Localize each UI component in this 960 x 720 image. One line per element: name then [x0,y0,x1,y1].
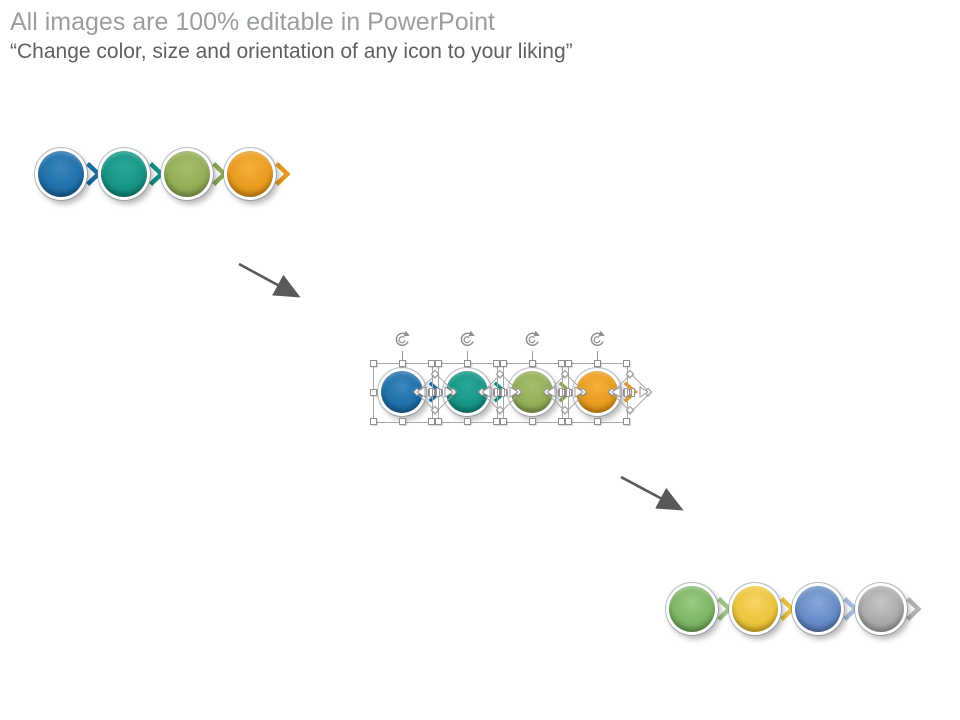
selection-handle[interactable] [398,417,406,425]
process-step-blue [35,148,102,208]
selection-handle[interactable] [434,417,442,425]
resize-arrow-handle[interactable] [610,386,621,398]
selection-handle[interactable] [622,359,630,367]
chevron-right-icon[interactable] [715,595,733,623]
selection-handle[interactable] [493,387,498,397]
circle-ring [792,583,844,635]
selection-handle[interactable] [499,359,507,367]
selection-handle[interactable] [427,417,435,425]
process-chain-original [35,148,335,208]
selection-handle[interactable] [593,417,601,425]
circle-olive-green[interactable] [164,151,210,197]
selection-handle[interactable] [428,387,433,397]
circle-ring [855,583,907,635]
selection-handle[interactable] [492,359,500,367]
selection-handle[interactable] [565,387,570,397]
selection-handle[interactable] [623,387,628,397]
selection-handle[interactable] [557,417,565,425]
resize-arrow-handle[interactable] [574,386,584,398]
resize-arrow-handle[interactable] [444,386,454,398]
selection-handle[interactable] [492,417,500,425]
selection-handle[interactable] [593,359,601,367]
rotate-handle-icon[interactable] [393,330,411,350]
circle-yellow[interactable] [732,586,778,632]
circle-ring [161,148,213,200]
resize-arrow-handle[interactable] [639,386,649,398]
resize-arrow-handle[interactable] [415,386,426,398]
selection-handle[interactable] [369,359,377,367]
chevron-right-icon[interactable] [84,160,102,188]
resize-arrow-handle[interactable] [509,386,519,398]
circle-ring [666,583,718,635]
selection-handle[interactable] [500,387,505,397]
process-step-blue [369,330,457,425]
circle-blue[interactable] [795,586,841,632]
rotate-handle-stem [401,351,403,363]
rotate-handle-icon[interactable] [588,330,606,350]
circle-gray[interactable] [858,586,904,632]
rotate-handle-icon[interactable] [523,330,541,350]
rotate-handle-stem [531,351,533,363]
process-step-green [666,583,733,643]
chevron-right-icon[interactable] [841,595,859,623]
process-step-olive-green [161,148,228,208]
selection-handle[interactable] [463,359,471,367]
selection-handle[interactable] [398,359,406,367]
circle-ring [224,148,276,200]
circle-ring [35,148,87,200]
circle-green[interactable] [669,586,715,632]
circle-orange[interactable] [227,151,273,197]
chevron-right-icon[interactable] [273,160,291,188]
selection-handle[interactable] [564,417,572,425]
selection-handle[interactable] [427,359,435,367]
chevron-right-icon[interactable] [147,160,165,188]
circle-ring [98,148,150,200]
selection-handle[interactable] [622,417,630,425]
selection-handle[interactable] [435,387,440,397]
chevron-right-icon[interactable] [904,595,922,623]
selection-handle[interactable] [528,359,536,367]
resize-arrow-handle[interactable] [480,386,491,398]
circle-blue[interactable] [38,151,84,197]
selection-handle[interactable] [557,359,565,367]
chevron-right-icon[interactable] [778,595,796,623]
rotate-handle-stem [596,351,598,363]
resize-arrow-handle[interactable] [545,386,556,398]
circle-ring [729,583,781,635]
selection-handle[interactable] [463,417,471,425]
selection-handle[interactable] [630,387,635,397]
transform-arrow-2[interactable] [620,475,684,511]
process-step-yellow [729,583,796,643]
selection-handle[interactable] [434,359,442,367]
selection-handle[interactable] [499,417,507,425]
page-title: All images are 100% editable in PowerPoi… [10,8,495,36]
process-chain-recolored [666,583,956,643]
selection-handle[interactable] [564,359,572,367]
process-step-orange [564,330,652,425]
process-step-blue [792,583,859,643]
process-chain-selected [369,330,668,428]
selection-handle[interactable] [558,387,563,397]
chevron-right-icon[interactable] [210,160,228,188]
selection-handle[interactable] [369,417,377,425]
selection-handle[interactable] [528,417,536,425]
circle-teal[interactable] [101,151,147,197]
page-subtitle: “Change color, size and orientation of a… [10,40,573,63]
process-step-teal [98,148,165,208]
process-step-gray [855,583,922,643]
circle-ring [378,368,426,416]
process-step-orange [224,148,291,208]
selection-handle[interactable] [369,388,377,396]
rotate-handle-icon[interactable] [458,330,476,350]
transform-arrow-1[interactable] [238,262,301,298]
rotate-handle-stem [466,351,468,363]
